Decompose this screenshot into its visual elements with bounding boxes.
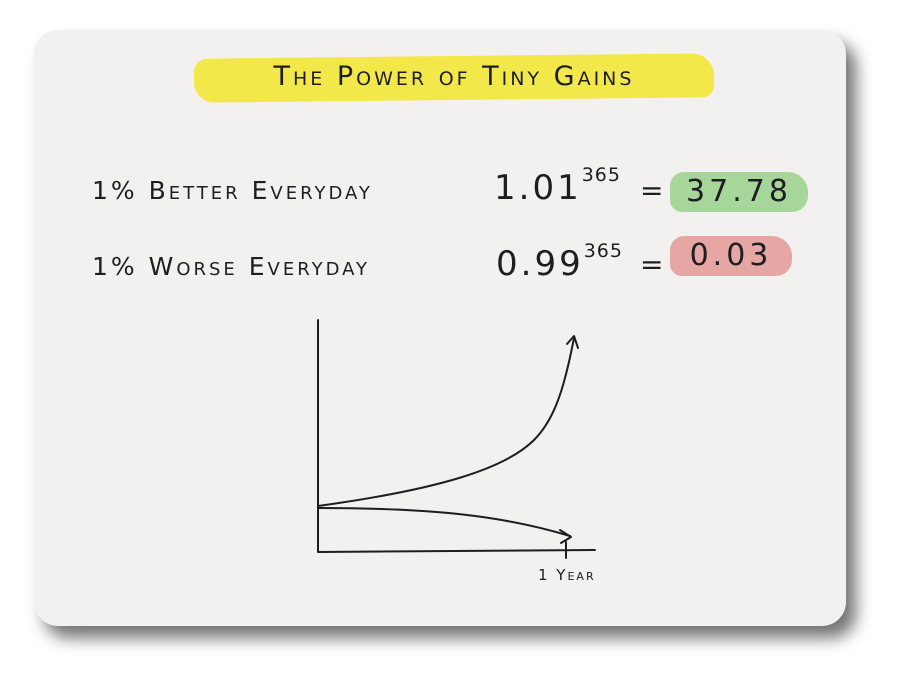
- chart-axes: [317, 319, 596, 553]
- growth-chart: [317, 319, 596, 559]
- worse-label: 1% Worse Everyday: [92, 252, 371, 281]
- worse-exponent: 365: [583, 239, 623, 262]
- worse-base: 0.99: [496, 244, 584, 284]
- better-label: 1% Better Everyday: [92, 176, 373, 205]
- x-axis-label: 1 Year: [538, 566, 596, 584]
- decline-curve: [317, 507, 571, 537]
- growth-arrowhead: [566, 335, 579, 349]
- better-result: 37.78: [670, 172, 808, 212]
- worse-equals: =: [640, 248, 664, 281]
- better-expression: 1.01365: [494, 164, 621, 208]
- worse-result: 0.03: [670, 236, 792, 276]
- better-exponent: 365: [581, 163, 621, 186]
- growth-curve: [317, 337, 575, 507]
- better-equals: =: [640, 174, 664, 207]
- title-block: The Power of Tiny Gains: [193, 53, 715, 103]
- decline-arrowhead: [559, 529, 572, 544]
- page-title: The Power of Tiny Gains: [273, 61, 635, 92]
- whiteboard-card: The Power of Tiny Gains 1% Better Everyd…: [34, 30, 846, 626]
- worse-expression: 0.99365: [496, 240, 623, 284]
- better-base: 1.01: [494, 168, 582, 208]
